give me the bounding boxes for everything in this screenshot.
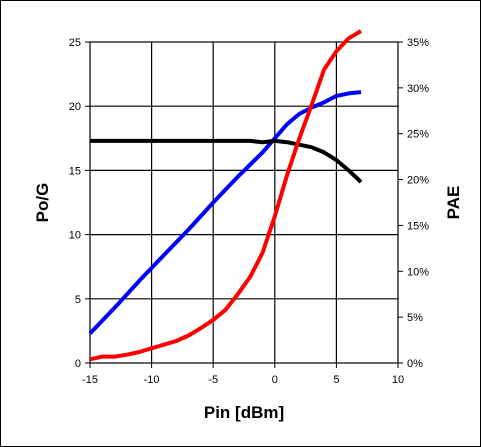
- y2-tick-label: 15%: [407, 220, 429, 232]
- y-tick-label: 25: [69, 37, 81, 49]
- y2-axis-title: PAE: [444, 186, 463, 220]
- x-tick-label: -15: [82, 374, 98, 386]
- y2-tick-label: 30%: [407, 83, 429, 95]
- y-axis-right: 0% 5% 10% 15% 20% 25% 30% 35%: [398, 37, 429, 370]
- y2-tick-label: 10%: [407, 266, 429, 278]
- x-tick-label: 0: [272, 374, 278, 386]
- y2-tick-label: 20%: [407, 175, 429, 187]
- plot-area: [89, 41, 399, 364]
- x-axis-title: Pin [dBm]: [204, 403, 284, 422]
- y-tick-label: 15: [69, 165, 81, 177]
- x-tick-label: 10: [392, 374, 404, 386]
- x-tick-label: -5: [208, 374, 218, 386]
- y-tick-label: 5: [75, 294, 81, 306]
- y2-tick-label: 5%: [407, 312, 423, 324]
- y2-tick-label: 0%: [407, 358, 423, 370]
- y2-tick-label: 25%: [407, 129, 429, 141]
- x-tick-label: -10: [144, 374, 160, 386]
- y-axis-title: Po/G: [33, 183, 52, 223]
- y-tick-label: 10: [69, 230, 81, 242]
- x-tick-label: 5: [333, 374, 339, 386]
- series-layer: [88, 29, 363, 362]
- series-line-1: [88, 90, 362, 335]
- y-tick-label: 20: [69, 101, 81, 113]
- y-axis-left: 0 5 10 15 20 25: [69, 37, 90, 370]
- y2-tick-label: 35%: [407, 37, 429, 49]
- x-axis: -15 -10 -5 0 5 10: [82, 363, 404, 386]
- y-tick-label: 0: [75, 358, 81, 370]
